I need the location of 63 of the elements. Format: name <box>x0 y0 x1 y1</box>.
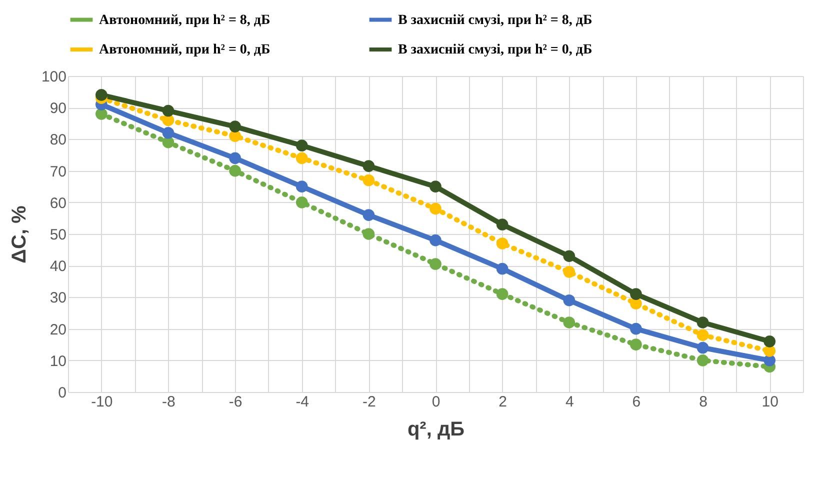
y-tick-label: 80 <box>50 132 66 149</box>
y-tick-label: 20 <box>50 321 66 338</box>
point <box>162 104 174 117</box>
point <box>162 114 174 126</box>
point <box>229 152 241 164</box>
x-tick-label: -10 <box>91 394 113 410</box>
legend-label: В захисній смузі, при h² = 0, дБ <box>398 42 592 58</box>
point <box>296 180 308 193</box>
point <box>229 120 241 132</box>
x-tick-label: -4 <box>296 394 310 410</box>
x-tick-label: -2 <box>362 394 376 410</box>
y-tick-label: 50 <box>50 226 66 244</box>
point <box>630 322 642 335</box>
point <box>362 174 375 186</box>
point <box>95 89 108 101</box>
y-tick-label: 40 <box>50 258 66 276</box>
y-tick-label: 70 <box>50 163 66 180</box>
legend-label: Автономний, при h² = 0, дБ <box>99 42 270 58</box>
x-tick-label: -8 <box>162 394 176 410</box>
x-tick-label: 4 <box>565 394 574 410</box>
x-tick-label: 10 <box>762 394 778 410</box>
point <box>496 288 508 300</box>
point <box>563 316 576 328</box>
point <box>496 218 508 230</box>
point <box>696 342 709 354</box>
point <box>563 266 576 278</box>
point <box>296 140 308 152</box>
x-tick-label: 8 <box>699 394 708 410</box>
point <box>162 126 174 139</box>
point <box>362 209 375 221</box>
y-tick-label: 90 <box>50 100 66 118</box>
y-axis-title: ΔC, % <box>8 205 30 264</box>
point <box>563 294 576 306</box>
point <box>764 336 776 348</box>
point <box>430 258 442 270</box>
point <box>162 136 174 148</box>
point <box>696 329 709 342</box>
point <box>430 202 442 215</box>
x-tick-label: 6 <box>632 394 641 410</box>
point <box>696 316 709 328</box>
legend-label: В захисній смузі, при h² = 8, дБ <box>398 12 592 28</box>
point <box>496 262 508 275</box>
point <box>696 354 709 366</box>
point <box>430 234 442 246</box>
point <box>496 238 508 250</box>
point <box>296 152 308 164</box>
point <box>296 196 308 208</box>
point <box>362 160 375 172</box>
y-tick-label: 10 <box>50 352 66 370</box>
point <box>630 338 642 351</box>
point <box>430 180 442 193</box>
point <box>229 164 241 177</box>
x-tick-label: 2 <box>498 394 507 410</box>
y-tick-label: 60 <box>50 194 66 212</box>
y-tick-label: 100 <box>41 68 66 86</box>
x-tick-label: 0 <box>432 394 440 410</box>
point <box>630 288 642 300</box>
x-axis-title: q², дБ <box>407 418 465 440</box>
point <box>563 250 576 262</box>
legend-label: Автономний, при h² = 8, дБ <box>99 12 270 28</box>
point <box>362 228 375 240</box>
y-tick-label: 30 <box>50 290 66 307</box>
x-tick-label: -6 <box>228 394 242 410</box>
